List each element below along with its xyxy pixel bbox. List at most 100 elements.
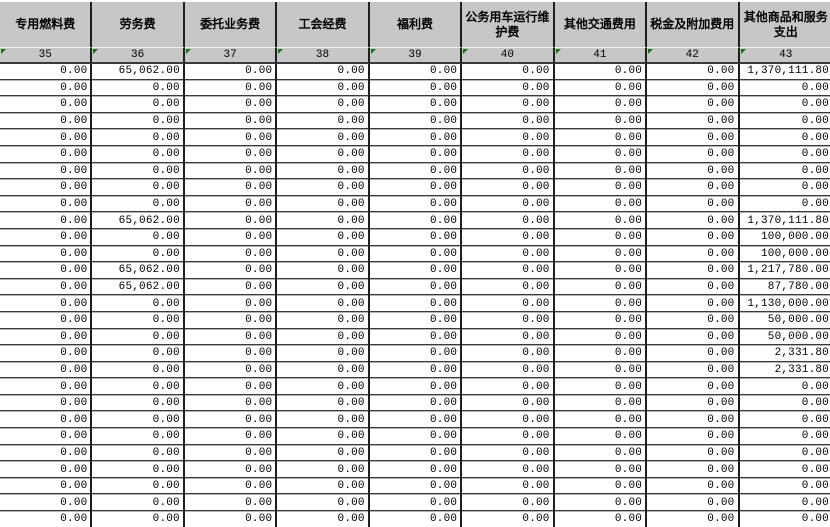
cell[interactable]: 100,000.00 [739, 246, 830, 264]
cell[interactable]: 0.00 [92, 462, 185, 479]
cell[interactable]: 0.00 [0, 395, 93, 413]
cell[interactable]: 0.00 [92, 478, 185, 496]
cell[interactable]: 0.00 [462, 229, 555, 247]
cell[interactable]: 0.00 [739, 80, 830, 98]
cell[interactable]: 0.00 [0, 163, 93, 181]
cell[interactable]: 2,331.80 [739, 362, 830, 380]
column-header[interactable]: 税金及附加费用 [647, 2, 740, 47]
cell[interactable]: 0.00 [277, 180, 370, 197]
cell[interactable]: 0.00 [277, 80, 370, 98]
cell[interactable]: 0.00 [184, 64, 278, 81]
cell[interactable]: 0.00 [369, 246, 463, 264]
cell[interactable]: 0.00 [462, 263, 555, 280]
cell[interactable]: 0.00 [92, 246, 185, 264]
cell[interactable]: 0.00 [739, 196, 830, 214]
cell[interactable]: 0.00 [462, 312, 555, 330]
cell[interactable]: 0.00 [277, 279, 370, 297]
cell[interactable]: 0.00 [92, 229, 185, 247]
cell[interactable]: 0.00 [184, 246, 278, 264]
cell[interactable]: 0.00 [92, 429, 185, 446]
cell[interactable]: 0.00 [554, 279, 648, 297]
cell[interactable]: 0.00 [369, 146, 463, 164]
cell[interactable]: 0.00 [92, 163, 185, 181]
cell[interactable]: 0.00 [647, 263, 740, 280]
cell[interactable]: 0.00 [184, 478, 278, 496]
cell[interactable]: 0.00 [647, 512, 740, 527]
cell[interactable]: 0.00 [647, 395, 740, 413]
cell[interactable]: 0.00 [0, 445, 93, 463]
cell[interactable]: 0.00 [92, 346, 185, 363]
cell[interactable]: 0.00 [277, 429, 370, 446]
cell[interactable]: 0.00 [277, 362, 370, 380]
column-header[interactable]: 劳务费 [92, 2, 185, 47]
cell[interactable]: 0.00 [184, 379, 278, 396]
cell[interactable]: 0.00 [277, 329, 370, 347]
cell[interactable]: 0.00 [92, 146, 185, 164]
cell[interactable]: 0.00 [369, 346, 463, 363]
cell[interactable]: 0.00 [554, 196, 648, 214]
cell[interactable]: 0.00 [0, 346, 93, 363]
cell[interactable]: 0.00 [184, 113, 278, 131]
cell[interactable]: 0.00 [277, 64, 370, 81]
cell[interactable]: 0.00 [369, 395, 463, 413]
cell[interactable]: 0.00 [739, 130, 830, 147]
cell[interactable]: 0.00 [369, 64, 463, 81]
cell[interactable]: 65,062.00 [92, 263, 185, 280]
cell[interactable]: 0.00 [0, 512, 93, 527]
column-header[interactable]: 委托业务费 [184, 2, 278, 47]
cell[interactable]: 0.00 [554, 229, 648, 247]
cell[interactable]: 0.00 [739, 163, 830, 181]
cell[interactable]: 0.00 [277, 312, 370, 330]
cell[interactable]: 0.00 [369, 429, 463, 446]
cell[interactable]: 0.00 [462, 180, 555, 197]
cell[interactable]: 0.00 [0, 64, 93, 81]
cell[interactable]: 0.00 [184, 146, 278, 164]
cell[interactable]: 0.00 [0, 312, 93, 330]
cell[interactable]: 0.00 [554, 163, 648, 181]
cell[interactable]: 0.00 [184, 395, 278, 413]
cell[interactable]: 0.00 [184, 263, 278, 280]
cell[interactable]: 0.00 [277, 213, 370, 230]
cell[interactable]: 0.00 [369, 130, 463, 147]
cell[interactable]: 0.00 [184, 362, 278, 380]
cell[interactable]: 0.00 [369, 80, 463, 98]
cell[interactable]: 0.00 [0, 412, 93, 430]
cell[interactable]: 0.00 [0, 146, 93, 164]
cell[interactable]: 0.00 [554, 329, 648, 347]
cell[interactable]: 0.00 [647, 296, 740, 313]
cell[interactable]: 0.00 [739, 395, 830, 413]
column-number-cell[interactable]: 37 [184, 47, 278, 64]
cell[interactable]: 0.00 [647, 279, 740, 297]
cell[interactable]: 0.00 [462, 296, 555, 313]
cell[interactable]: 0.00 [554, 395, 648, 413]
cell[interactable]: 0.00 [647, 246, 740, 264]
cell[interactable]: 0.00 [369, 362, 463, 380]
cell[interactable]: 50,000.00 [739, 312, 830, 330]
cell[interactable]: 0.00 [462, 362, 555, 380]
cell[interactable]: 0.00 [554, 362, 648, 380]
cell[interactable]: 0.00 [277, 246, 370, 264]
cell[interactable]: 0.00 [0, 229, 93, 247]
cell[interactable]: 0.00 [462, 213, 555, 230]
cell[interactable]: 0.00 [369, 412, 463, 430]
cell[interactable]: 0.00 [369, 213, 463, 230]
cell[interactable]: 0.00 [92, 80, 185, 98]
cell[interactable]: 0.00 [0, 196, 93, 214]
cell[interactable]: 0.00 [647, 379, 740, 396]
column-header[interactable]: 专用燃料费 [0, 2, 93, 47]
cell[interactable]: 0.00 [739, 462, 830, 479]
cell[interactable]: 0.00 [277, 346, 370, 363]
cell[interactable]: 0.00 [184, 279, 278, 297]
cell[interactable]: 0.00 [277, 412, 370, 430]
cell[interactable]: 0.00 [184, 130, 278, 147]
column-number-cell[interactable]: 35 [0, 47, 93, 64]
cell[interactable]: 0.00 [462, 146, 555, 164]
column-number-cell[interactable]: 36 [92, 47, 185, 64]
cell[interactable]: 0.00 [554, 113, 648, 131]
cell[interactable]: 0.00 [369, 229, 463, 247]
cell[interactable]: 0.00 [369, 163, 463, 181]
cell[interactable]: 0.00 [739, 97, 830, 114]
cell[interactable]: 0.00 [277, 229, 370, 247]
cell[interactable]: 0.00 [184, 296, 278, 313]
cell[interactable]: 100,000.00 [739, 229, 830, 247]
